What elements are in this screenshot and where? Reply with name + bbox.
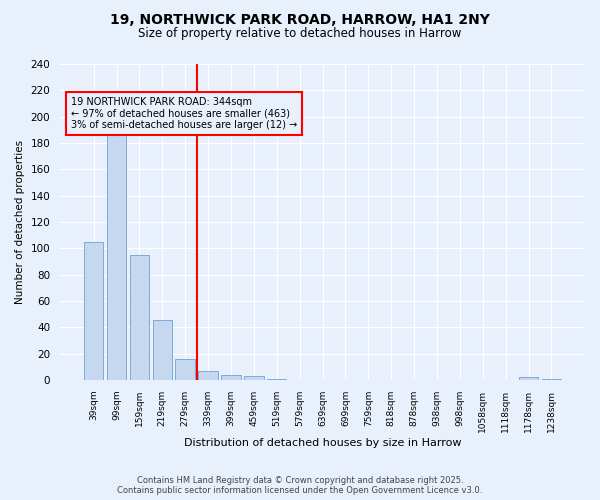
Y-axis label: Number of detached properties: Number of detached properties [15, 140, 25, 304]
Bar [244, 376, 263, 380]
Bar [519, 378, 538, 380]
Bar [152, 320, 172, 380]
Text: 19, NORTHWICK PARK ROAD, HARROW, HA1 2NY: 19, NORTHWICK PARK ROAD, HARROW, HA1 2NY [110, 12, 490, 26]
Bar [130, 255, 149, 380]
Text: Contains HM Land Registry data © Crown copyright and database right 2025.
Contai: Contains HM Land Registry data © Crown c… [118, 476, 482, 495]
Bar [542, 379, 561, 380]
Bar [107, 116, 126, 380]
X-axis label: Distribution of detached houses by size in Harrow: Distribution of detached houses by size … [184, 438, 461, 448]
Bar [175, 359, 195, 380]
Bar [267, 379, 286, 380]
Text: 19 NORTHWICK PARK ROAD: 344sqm
← 97% of detached houses are smaller (463)
3% of : 19 NORTHWICK PARK ROAD: 344sqm ← 97% of … [71, 97, 297, 130]
Bar [199, 371, 218, 380]
Text: Size of property relative to detached houses in Harrow: Size of property relative to detached ho… [139, 28, 461, 40]
Bar [84, 242, 103, 380]
Bar [221, 375, 241, 380]
